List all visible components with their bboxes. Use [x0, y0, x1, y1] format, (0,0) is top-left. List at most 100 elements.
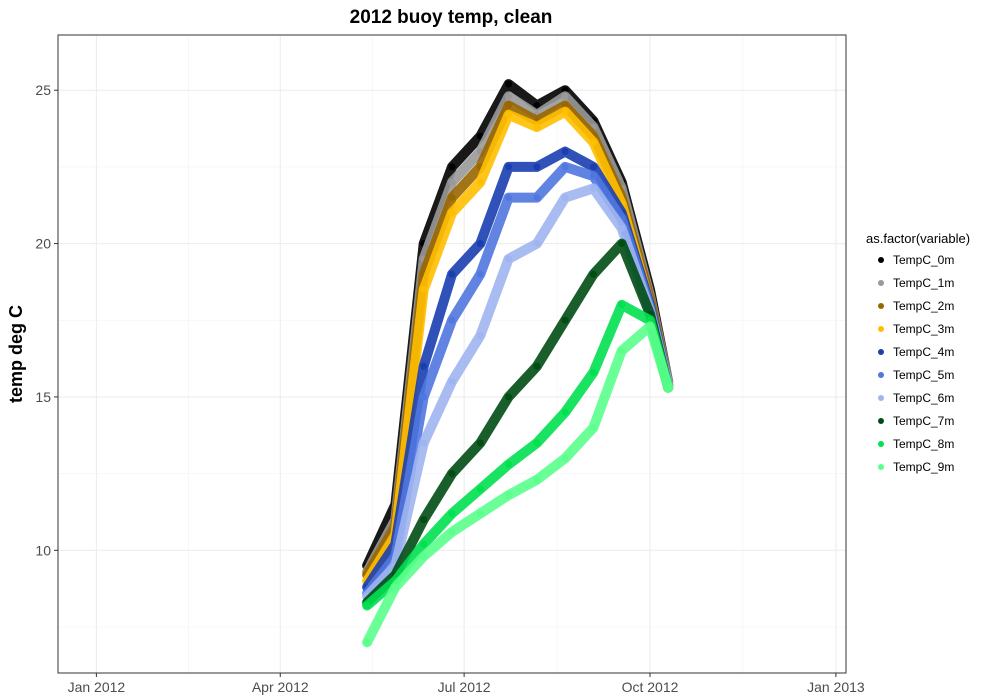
legend-key [878, 326, 884, 332]
data-point [561, 163, 569, 171]
data-point [561, 148, 569, 156]
legend-label: TempC_3m [893, 322, 954, 336]
data-point [589, 163, 597, 171]
data-point [561, 194, 569, 202]
series-band [362, 321, 674, 648]
x-tick-label: Jan 2012 [68, 679, 126, 695]
data-point [533, 102, 541, 110]
data-point [561, 454, 569, 462]
data-point [363, 602, 371, 610]
data-point [420, 540, 428, 548]
data-point [533, 123, 541, 131]
legend-key [878, 257, 884, 263]
y-tick-label: 25 [35, 82, 51, 98]
plot-border [57, 34, 847, 674]
data-point [420, 362, 428, 370]
data-point [618, 224, 626, 232]
data-point [420, 552, 428, 560]
data-point [420, 286, 428, 294]
data-point [476, 439, 484, 447]
data-point [589, 368, 597, 376]
legend-title: as.factor(variable) [866, 231, 970, 246]
data-point [476, 178, 484, 186]
data-point [448, 270, 456, 278]
data-point [561, 316, 569, 324]
y-tick-label: 20 [35, 236, 51, 252]
y-tick-label: 15 [35, 389, 51, 405]
data-point [505, 80, 513, 88]
x-tick-label: Jan 2013 [807, 679, 865, 695]
legend: as.factor(variable) TempC_0m TempC_1m Temp… [866, 231, 970, 474]
legend-label: TempC_1m [893, 276, 954, 290]
data-point [589, 172, 597, 180]
data-point [533, 362, 541, 370]
data-point [533, 476, 541, 484]
data-point [448, 316, 456, 324]
legend-key [878, 349, 884, 355]
data-point [476, 332, 484, 340]
data-point [533, 240, 541, 248]
legend-key [878, 303, 884, 309]
y-axis: 10 15 20 25 [35, 82, 58, 558]
data-point [476, 270, 484, 278]
data-point [618, 301, 626, 309]
legend-label: TempC_5m [893, 368, 954, 382]
data-point [448, 528, 456, 536]
legend-label: TempC_8m [893, 437, 954, 451]
data-point [505, 255, 513, 263]
data-point [505, 491, 513, 499]
data-point [448, 209, 456, 217]
data-point [561, 408, 569, 416]
legend-key [878, 395, 884, 401]
data-point [505, 460, 513, 468]
data-point [476, 240, 484, 248]
data-point [533, 194, 541, 202]
legend-label: TempC_9m [893, 460, 954, 474]
data-point [448, 470, 456, 478]
data-point [589, 424, 597, 432]
data-point [476, 485, 484, 493]
legend-key [878, 372, 884, 378]
data-point [505, 111, 513, 119]
data-point [420, 439, 428, 447]
x-axis: Jan 2012 Apr 2012 Jul 2012 Oct 2012 Jan 2013 [68, 673, 865, 695]
data-point [505, 194, 513, 202]
data-point [589, 138, 597, 146]
y-tick-label: 10 [35, 542, 51, 558]
data-point [363, 638, 371, 646]
legend-key [878, 418, 884, 424]
legend-label: TempC_2m [893, 299, 954, 313]
data-point [618, 240, 626, 248]
data-points [362, 79, 674, 648]
data-point [420, 393, 428, 401]
legend-key [878, 464, 884, 470]
legend-label: TempC_4m [893, 345, 954, 359]
data-point [646, 322, 654, 330]
x-tick-label: Oct 2012 [622, 679, 679, 695]
data-point [561, 108, 569, 116]
legend-key [878, 280, 884, 286]
series-band [362, 238, 674, 608]
data-point [391, 583, 399, 591]
data-point [476, 510, 484, 517]
chart-title: 2012 buoy temp, clean [350, 7, 553, 28]
series-band [362, 299, 674, 611]
x-tick-label: Jul 2012 [438, 679, 491, 695]
data-point [505, 102, 513, 110]
plot-panel [57, 34, 847, 674]
x-tick-label: Apr 2012 [252, 679, 309, 695]
data-point [505, 393, 513, 401]
data-point [448, 163, 456, 171]
series-TempC_8m [362, 299, 674, 611]
data-point [505, 92, 513, 100]
data-point [589, 270, 597, 278]
data-point [533, 163, 541, 171]
legend-label: TempC_0m [893, 253, 954, 267]
legend-key [878, 441, 884, 447]
legend-label: TempC_6m [893, 391, 954, 405]
data-point [561, 92, 569, 100]
series-TempC_9m [362, 321, 674, 648]
legend-label: TempC_7m [893, 414, 954, 428]
data-point [618, 347, 626, 355]
data-point [533, 439, 541, 447]
